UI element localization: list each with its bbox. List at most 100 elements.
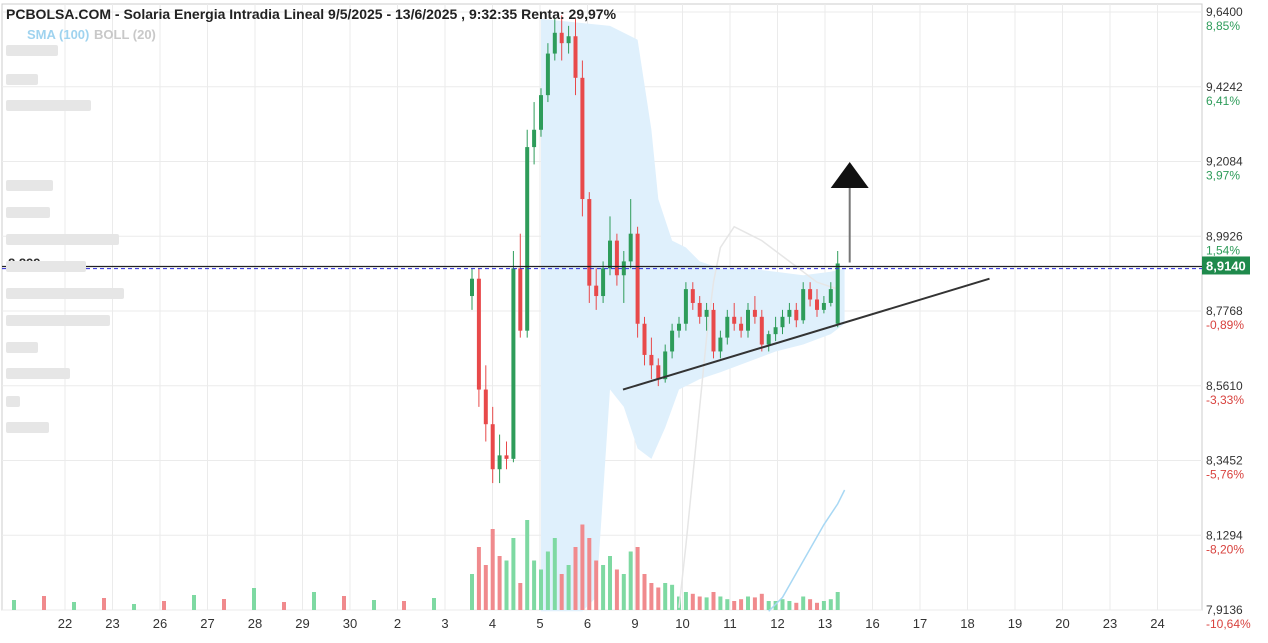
candle-body bbox=[539, 95, 543, 130]
volume-bar bbox=[573, 547, 578, 610]
legend-boll[interactable]: BOLL (20) bbox=[94, 27, 156, 42]
x-tick-label: 26 bbox=[153, 616, 167, 631]
candle-body bbox=[828, 289, 833, 303]
x-tick-label: 16 bbox=[865, 616, 879, 631]
volume-bar bbox=[780, 599, 785, 610]
x-tick-label: 29 bbox=[295, 616, 309, 631]
candle bbox=[532, 102, 537, 165]
volume-bar bbox=[12, 600, 16, 610]
candle bbox=[808, 282, 813, 307]
x-tick-label: 19 bbox=[1008, 616, 1022, 631]
candle-body bbox=[601, 268, 606, 297]
sma-lines bbox=[678, 225, 846, 612]
candle-body bbox=[787, 309, 792, 317]
candle bbox=[711, 302, 716, 359]
candle bbox=[497, 434, 502, 484]
candle bbox=[642, 316, 647, 366]
candle bbox=[649, 337, 654, 380]
support-trendline bbox=[622, 277, 990, 391]
candle bbox=[511, 251, 516, 463]
x-tick-label: 2 bbox=[394, 616, 401, 631]
candle bbox=[835, 251, 840, 328]
candle bbox=[656, 358, 661, 387]
volume-bar bbox=[773, 601, 778, 610]
candle bbox=[690, 282, 695, 310]
volume-bar bbox=[835, 592, 840, 610]
volume-bar bbox=[759, 593, 764, 610]
candle-body bbox=[504, 455, 509, 459]
candle bbox=[746, 302, 750, 338]
candle-body bbox=[711, 309, 716, 352]
candle-body bbox=[759, 316, 764, 345]
candle-body bbox=[483, 389, 488, 425]
candle-body bbox=[476, 278, 481, 390]
x-tick-label: 22 bbox=[58, 616, 72, 631]
x-axis: 22 23 26 27 28 29 30 2 3 4 5 6 9 10 11 12 13 16 17 18 19 20 23… bbox=[58, 616, 1165, 631]
volume-bar bbox=[372, 600, 376, 610]
candle-body bbox=[752, 309, 757, 317]
candle-body bbox=[587, 199, 592, 286]
x-tick-label: 27 bbox=[200, 616, 214, 631]
volume-bar bbox=[559, 574, 564, 610]
y-tick-label: 9,6400 bbox=[1206, 5, 1243, 19]
volume-bar bbox=[402, 601, 406, 610]
candle bbox=[718, 330, 723, 359]
candle-body bbox=[670, 330, 675, 352]
candle bbox=[587, 192, 592, 303]
candle-body bbox=[532, 129, 537, 148]
volume-bar bbox=[252, 588, 256, 610]
candle-body bbox=[525, 147, 530, 331]
candle-body bbox=[835, 263, 840, 324]
volume-bar bbox=[532, 560, 537, 610]
y-percent-label: 6,41% bbox=[1206, 94, 1240, 108]
volume-bar bbox=[282, 602, 286, 610]
volume-bar bbox=[649, 583, 654, 610]
candle bbox=[739, 316, 744, 338]
blurred-placeholder bbox=[6, 180, 53, 191]
x-tick-label: 18 bbox=[960, 616, 974, 631]
candle bbox=[821, 296, 826, 314]
legend-sma[interactable]: SMA (100) bbox=[27, 27, 89, 42]
candle-body bbox=[552, 32, 557, 54]
x-tick-label: 10 bbox=[675, 616, 689, 631]
candle-body bbox=[663, 351, 668, 380]
y-percent-label: 8,85% bbox=[1206, 19, 1240, 33]
candle bbox=[608, 216, 612, 276]
volume-bar bbox=[670, 584, 675, 610]
x-tick-label: 23 bbox=[105, 616, 119, 631]
candle bbox=[573, 18, 578, 96]
volume-bar bbox=[725, 599, 730, 610]
last-price-badge bbox=[1202, 256, 1250, 275]
candles bbox=[470, 15, 840, 484]
candle-body bbox=[511, 268, 516, 459]
candle bbox=[566, 25, 571, 54]
x-tick-label: 9 bbox=[631, 616, 638, 631]
x-tick-label: 30 bbox=[343, 616, 357, 631]
candle bbox=[683, 282, 688, 331]
candle bbox=[815, 289, 819, 317]
y-tick-label: 8,7768 bbox=[1206, 304, 1243, 318]
candle bbox=[539, 88, 543, 137]
candle-body bbox=[794, 309, 799, 321]
candle bbox=[504, 441, 509, 470]
candle-body bbox=[580, 77, 585, 200]
volume-bar bbox=[828, 599, 833, 610]
candle-body bbox=[683, 289, 688, 324]
volume-bar bbox=[815, 602, 819, 610]
candle bbox=[594, 268, 599, 310]
volume-bars bbox=[12, 520, 840, 610]
blurred-placeholder bbox=[6, 207, 50, 218]
candle-body bbox=[642, 323, 647, 355]
candle-body bbox=[766, 334, 771, 345]
blurred-placeholder bbox=[6, 74, 38, 85]
blurred-placeholder bbox=[6, 234, 119, 245]
candle bbox=[476, 268, 481, 407]
volume-bar bbox=[766, 601, 771, 610]
candle bbox=[766, 330, 771, 352]
candle bbox=[518, 233, 523, 338]
candle bbox=[559, 15, 564, 61]
volume-bar bbox=[132, 604, 136, 610]
candle bbox=[752, 296, 757, 324]
x-tick-label: 28 bbox=[248, 616, 262, 631]
